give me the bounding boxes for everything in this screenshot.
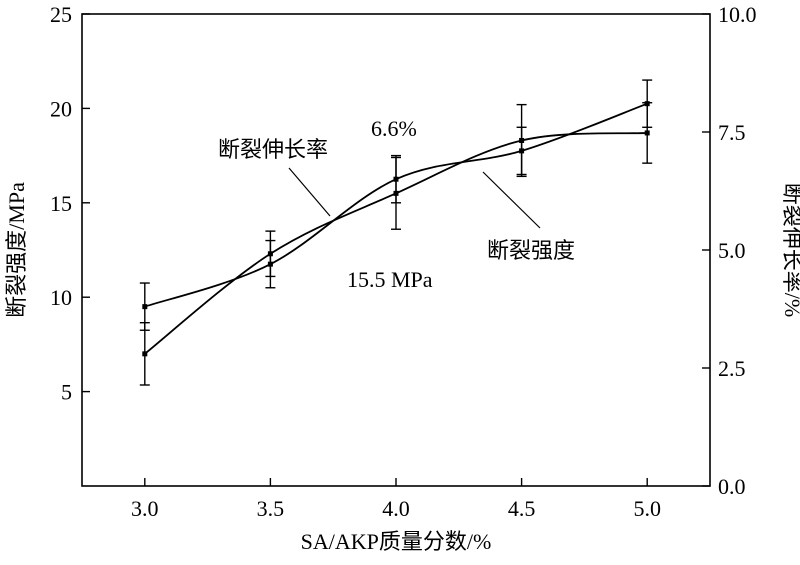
left-y-tick-label: 10 — [50, 285, 72, 310]
x-axis-title: SA/AKP质量分数/% — [301, 529, 492, 554]
series-label-strength: 断裂强度 — [487, 238, 575, 263]
left-y-tick-label: 5 — [61, 380, 72, 405]
data-point — [519, 148, 525, 154]
data-point — [142, 351, 148, 357]
data-point — [142, 304, 148, 310]
left-y-tick-label: 15 — [50, 191, 72, 216]
annotation-elongation-value: 6.6% — [371, 116, 417, 141]
x-tick-label: 3.5 — [257, 496, 285, 521]
data-point — [644, 101, 650, 107]
x-tick-label: 4.0 — [382, 496, 410, 521]
leader-line-strength — [482, 171, 541, 229]
labels-layer: SA/AKP质量分数/% 断裂强度/MPa 断裂伸长率/% 6.6% 15.5 … — [4, 116, 800, 554]
leader-line-elongation — [288, 167, 331, 217]
right-y-tick-label: 10.0 — [718, 2, 757, 27]
right-y-tick-label: 2.5 — [718, 356, 746, 381]
data-point — [644, 130, 650, 136]
right-y-tick-label: 0.0 — [718, 474, 746, 499]
axis-ticks: 3.0 3.5 4.0 4.5 5.0 5 10 15 20 25 0.0 2.5 5.0 7.5 10.0 — [50, 2, 757, 521]
right-y-tick-label: 5.0 — [718, 238, 746, 263]
x-tick-label: 4.5 — [508, 496, 536, 521]
annotation-strength-value: 15.5 MPa — [347, 267, 433, 292]
left-y-axis-title: 断裂强度/MPa — [4, 182, 29, 318]
series-layer — [139, 79, 653, 386]
left-y-tick-label: 20 — [50, 96, 72, 121]
x-tick-label: 5.0 — [633, 496, 661, 521]
right-y-tick-label: 7.5 — [718, 120, 746, 145]
data-point — [267, 261, 273, 267]
x-tick-label: 3.0 — [131, 496, 159, 521]
data-point — [393, 176, 399, 182]
left-y-tick-label: 25 — [50, 2, 72, 27]
plot-frame — [81, 13, 711, 487]
right-y-axis-title: 断裂伸长率/% — [780, 183, 800, 317]
series-label-elongation: 断裂伸长率 — [218, 137, 328, 162]
